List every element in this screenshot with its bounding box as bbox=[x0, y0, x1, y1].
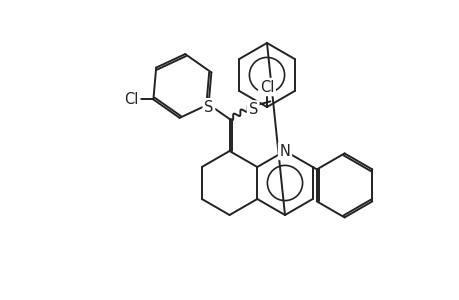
Text: S: S bbox=[248, 102, 257, 117]
Text: Cl: Cl bbox=[259, 80, 274, 94]
Text: N: N bbox=[279, 143, 290, 158]
Text: S: S bbox=[204, 100, 213, 115]
Text: Cl: Cl bbox=[124, 92, 138, 107]
